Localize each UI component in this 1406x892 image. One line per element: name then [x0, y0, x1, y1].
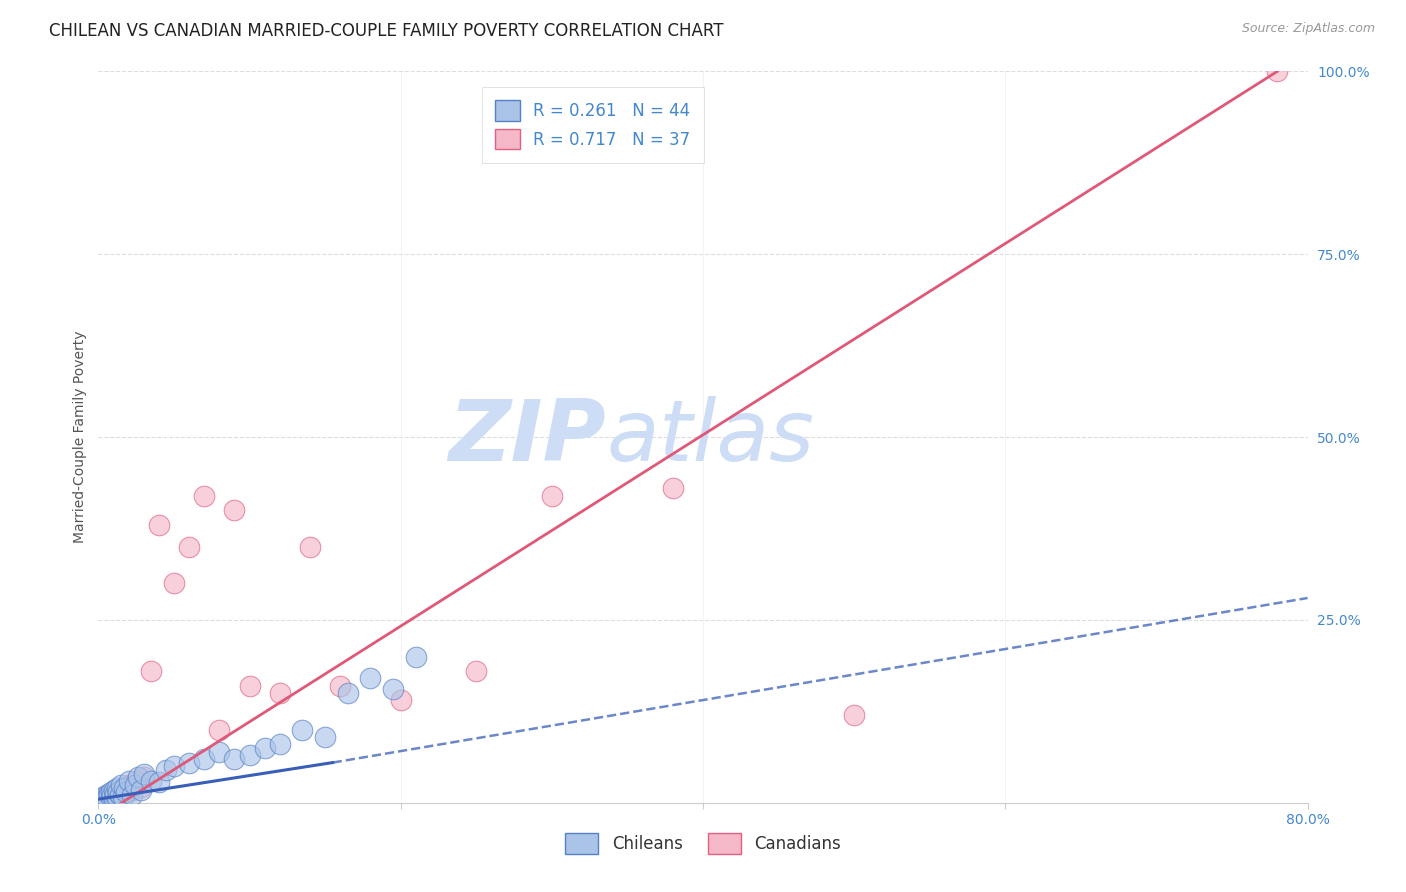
Point — [90, 792, 112, 806]
Point — [208, 723, 231, 737]
Point — [269, 737, 291, 751]
Point — [103, 782, 125, 797]
Point — [329, 679, 352, 693]
Point — [389, 693, 412, 707]
Point — [112, 781, 135, 796]
Point — [96, 792, 118, 806]
Point — [105, 789, 128, 804]
Point — [127, 770, 149, 784]
Point — [118, 778, 141, 792]
Point — [163, 576, 186, 591]
Point — [105, 790, 128, 805]
Point — [105, 781, 128, 796]
Point — [94, 790, 117, 805]
Text: CHILEAN VS CANADIAN MARRIED-COUPLE FAMILY POVERTY CORRELATION CHART: CHILEAN VS CANADIAN MARRIED-COUPLE FAMIL… — [49, 22, 724, 40]
Point — [179, 540, 201, 554]
Point — [239, 679, 262, 693]
Point — [179, 756, 201, 770]
Point — [107, 785, 129, 799]
Point — [148, 775, 170, 789]
Point — [360, 672, 382, 686]
Point — [121, 782, 143, 797]
Point — [110, 789, 132, 803]
Point — [163, 759, 186, 773]
Point — [314, 730, 336, 744]
Point — [111, 789, 134, 804]
Point — [94, 789, 117, 803]
Point — [405, 649, 427, 664]
Y-axis label: Married-Couple Family Poverty: Married-Couple Family Poverty — [73, 331, 87, 543]
Point — [93, 794, 115, 808]
Text: atlas: atlas — [606, 395, 814, 479]
Point — [104, 785, 127, 799]
Point — [239, 748, 262, 763]
Text: ZIP: ZIP — [449, 395, 606, 479]
Point — [132, 766, 155, 780]
Point — [141, 773, 163, 788]
Point — [121, 789, 143, 803]
Point — [104, 787, 127, 801]
Point — [129, 782, 152, 797]
Point — [125, 773, 148, 788]
Point — [91, 791, 114, 805]
Point — [193, 489, 215, 503]
Point — [269, 686, 291, 700]
Point — [101, 789, 124, 803]
Point — [103, 791, 125, 805]
Point — [91, 789, 114, 804]
Point — [291, 723, 314, 737]
Point — [299, 540, 322, 554]
Text: Source: ZipAtlas.com: Source: ZipAtlas.com — [1241, 22, 1375, 36]
Point — [208, 745, 231, 759]
Point — [94, 789, 117, 804]
Point — [100, 785, 122, 799]
Point — [98, 789, 121, 803]
Point — [540, 489, 562, 503]
Point — [129, 780, 152, 794]
Point — [107, 782, 129, 797]
Point — [96, 792, 118, 806]
Point — [114, 785, 136, 799]
Point — [90, 793, 112, 807]
Point — [98, 787, 121, 801]
Point — [661, 481, 683, 495]
Point — [336, 686, 359, 700]
Point — [110, 778, 132, 792]
Point — [108, 787, 131, 801]
Point — [224, 752, 246, 766]
Point — [103, 789, 125, 804]
Point — [100, 790, 122, 805]
Point — [141, 664, 163, 678]
Point — [155, 763, 177, 777]
Point — [1267, 64, 1289, 78]
Point — [124, 778, 146, 792]
Point — [224, 503, 246, 517]
Point — [148, 517, 170, 532]
Point — [465, 664, 488, 678]
Point — [114, 785, 136, 799]
Point — [193, 752, 215, 766]
Legend: Chileans, Canadians: Chileans, Canadians — [558, 827, 848, 860]
Point — [382, 682, 405, 697]
Point — [118, 773, 141, 788]
Point — [132, 770, 155, 784]
Point — [111, 781, 134, 796]
Point — [253, 740, 276, 755]
Point — [101, 787, 124, 801]
Point — [108, 789, 131, 803]
Point — [844, 708, 866, 723]
Point — [100, 789, 122, 804]
